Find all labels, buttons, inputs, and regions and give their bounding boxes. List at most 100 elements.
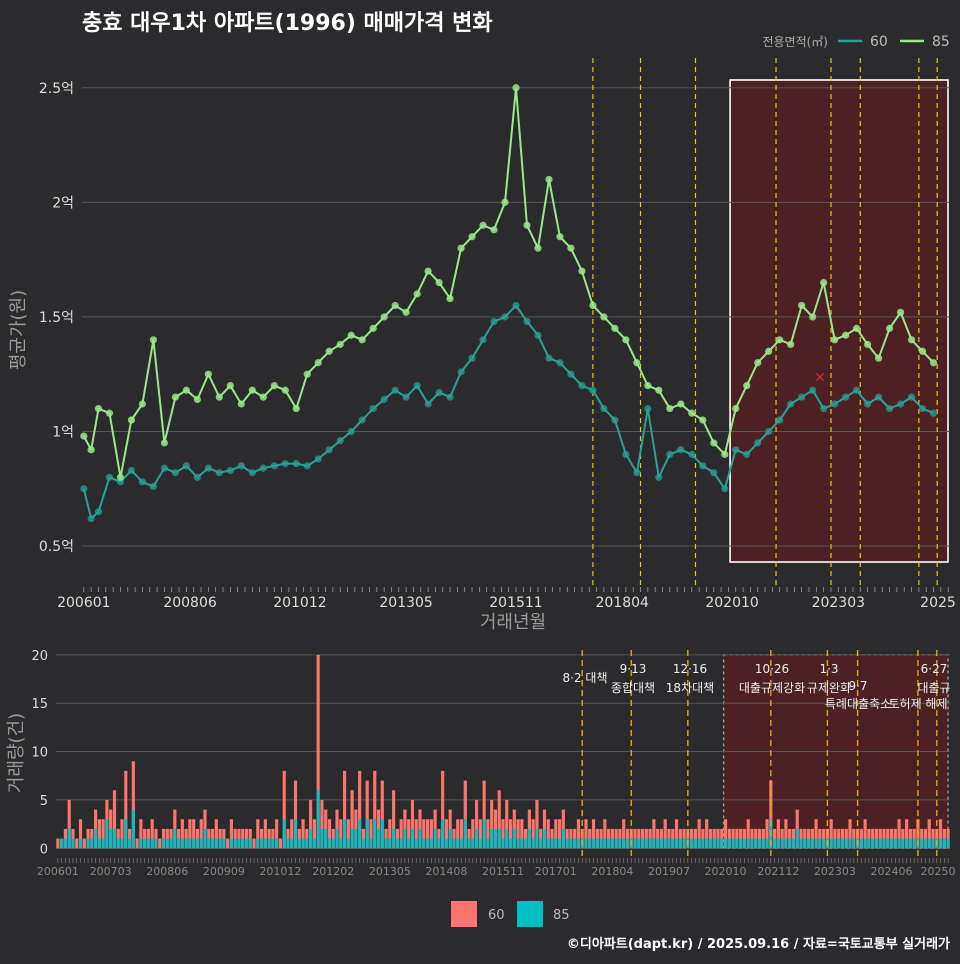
volume-bar-85: [822, 838, 826, 849]
event-label: 특례대출축소: [825, 697, 891, 711]
legend-label-60: 60: [870, 34, 888, 50]
volume-bar-85: [301, 838, 305, 849]
volume-bar-85: [614, 838, 618, 849]
volume-bar-85: [410, 828, 415, 849]
bottom-legend: 60 85: [451, 901, 570, 927]
volume-bar-60: [897, 819, 901, 849]
volume-bar-60: [252, 838, 256, 849]
volume-bar-85: [275, 838, 279, 849]
volume-bar-85: [791, 838, 796, 849]
volume-bar-85: [867, 838, 871, 849]
volume-bar-85: [369, 838, 373, 849]
volume-bar-85: [395, 838, 399, 849]
volume-bar-85: [524, 838, 528, 849]
volume-bar-85: [120, 838, 124, 849]
volume-bar-85: [603, 838, 607, 849]
credit-text: ©디아파트(dapt.kr) / 2025.09.16 / 자료=국토교통부 실…: [567, 936, 950, 952]
bottom-legend-label-85: 85: [553, 908, 570, 923]
volume-bar-85: [557, 838, 562, 849]
volume-bar-60: [554, 819, 558, 849]
volume-bar-85: [150, 838, 154, 849]
volume-bar-85: [859, 838, 863, 849]
volume-bar-85: [573, 838, 577, 849]
volume-bar-85: [384, 838, 388, 849]
volume-x-tick-label: 202406: [871, 865, 913, 878]
volume-bar-85: [746, 838, 750, 849]
volume-y-tick-label: 0: [40, 842, 48, 857]
volume-x-tick-label: 20250: [921, 865, 956, 878]
volume-bar-85: [659, 838, 664, 849]
volume-bar-60: [392, 790, 396, 849]
volume-bar-85: [674, 838, 679, 849]
volume-bar-60: [135, 838, 139, 849]
volume-bar-85: [373, 819, 377, 849]
top-legend: 전용면적(㎡) 60 85: [762, 34, 949, 50]
volume-bar-85: [199, 838, 203, 849]
volume-bar-85: [263, 838, 267, 849]
volume-bar-85: [293, 819, 298, 849]
volume-bar-60: [463, 780, 467, 849]
volume-bar-85: [177, 838, 181, 849]
volume-bar-60: [459, 819, 464, 849]
volume-bar-85: [833, 838, 837, 849]
volume-bar-85: [203, 828, 207, 849]
volume-bar-85: [248, 838, 252, 849]
volume-y-tick-label: 15: [31, 697, 48, 712]
volume-bar-60: [501, 819, 505, 849]
price-y-tick-label: 2억: [52, 195, 74, 211]
volume-bar-85: [180, 838, 184, 849]
volume-bar-60: [388, 819, 392, 849]
legend-title: 전용면적(㎡): [762, 35, 828, 49]
volume-bar-85: [546, 838, 550, 849]
price-x-tick-label: 2025: [920, 595, 956, 611]
volume-bar-85: [112, 828, 117, 849]
price-x-tick-label: 202303: [812, 595, 865, 611]
volume-y-tick-label: 5: [40, 794, 48, 809]
volume-bar-85: [241, 838, 245, 849]
volume-bar-85: [576, 838, 581, 849]
volume-bar-60: [290, 819, 294, 849]
price-x-axis-label: 거래년월: [480, 612, 546, 633]
volume-bar-85: [927, 838, 931, 849]
volume-bar-85: [339, 838, 343, 849]
volume-bar-85: [871, 838, 875, 849]
legend-label-85: 85: [932, 34, 950, 50]
volume-bar-60: [410, 799, 415, 849]
volume-bar-85: [625, 838, 630, 849]
volume-bar-85: [448, 828, 452, 849]
volume-bar-60: [120, 819, 124, 849]
volume-bar-85: [931, 838, 935, 849]
event-label: 대출규: [917, 681, 950, 695]
volume-bar-85: [648, 838, 652, 849]
volume-bar-85: [527, 828, 531, 849]
volume-bar-85: [425, 838, 430, 849]
volume-bar-60: [520, 819, 524, 849]
volume-bar-85: [282, 819, 286, 849]
volume-bar-60: [158, 838, 162, 849]
volume-bar-85: [444, 838, 449, 849]
volume-bar-85: [531, 838, 535, 849]
volume-bar-85: [739, 838, 743, 849]
volume-bar-85: [407, 838, 411, 849]
volume-bar-85: [452, 838, 456, 849]
volume-bar-85: [773, 838, 777, 849]
volume-bar-85: [697, 838, 701, 849]
volume-bar-85: [878, 838, 882, 849]
volume-bar-60: [339, 819, 343, 849]
volume-bar-85: [693, 838, 697, 849]
volume-bar-85: [161, 838, 166, 849]
volume-bar-85: [644, 838, 648, 849]
volume-bar-60: [350, 790, 354, 849]
volume-bar-60: [478, 819, 482, 849]
volume-bar-60: [905, 819, 909, 849]
volume-bar-85: [663, 838, 667, 849]
volume-x-tick-label: 200601: [37, 865, 79, 878]
volume-bar-60: [327, 819, 332, 849]
event-label: 토허제 해제: [888, 697, 947, 711]
volume-bar-60: [863, 819, 867, 849]
volume-bar-85: [806, 838, 811, 849]
volume-bar-85: [101, 838, 105, 849]
volume-bar-60: [663, 819, 667, 849]
volume-bar-60: [584, 819, 588, 849]
